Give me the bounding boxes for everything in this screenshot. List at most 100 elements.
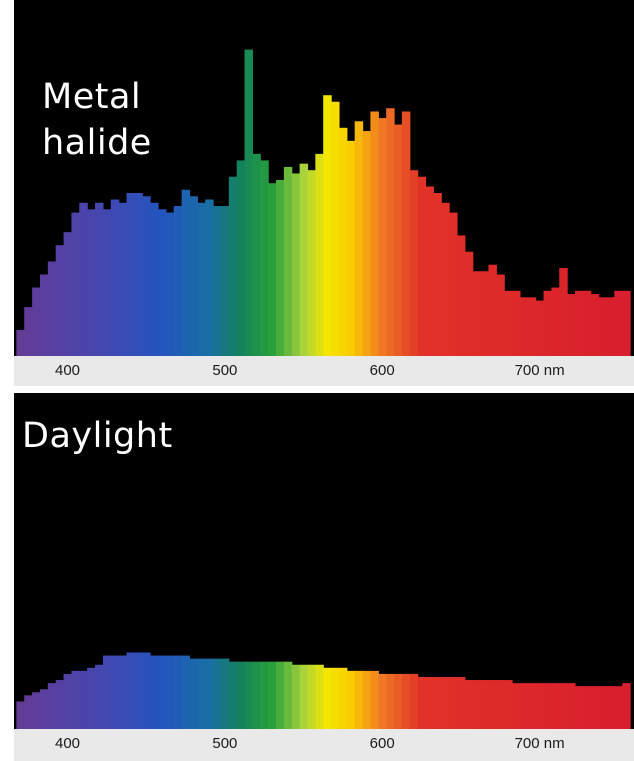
spectrum-bar <box>55 245 65 356</box>
spectrum-bar <box>441 202 450 356</box>
spectrum-bar <box>512 290 521 356</box>
x-tick-label: 500 <box>212 735 238 752</box>
spectrum-bar <box>268 661 277 729</box>
spectrum-bar <box>346 670 356 729</box>
x-tick-label: 400 <box>54 362 81 379</box>
spectrum-bar <box>197 658 206 729</box>
spectrum-bar <box>386 673 395 729</box>
spectrum-bar <box>220 206 230 356</box>
spectrum-bar <box>401 673 411 729</box>
spectrum-bar <box>559 683 568 729</box>
spectrum-bar <box>338 127 348 356</box>
spectrum-bar <box>331 667 340 729</box>
spectrum-bar <box>134 193 143 356</box>
spectrum-bar <box>606 297 615 356</box>
spectrum-bar <box>276 661 285 729</box>
spectrum-bar <box>567 683 576 729</box>
spectrum-bar <box>567 294 576 356</box>
metal-halide-x-axis: 400 500 600 700 nm <box>14 356 634 386</box>
spectrum-bar <box>606 686 615 729</box>
spectrum-bar <box>126 652 135 729</box>
spectrum-bar <box>480 271 490 356</box>
spectrum-bar <box>173 655 183 729</box>
spectrum-bar <box>622 290 631 356</box>
spectrum-bar <box>559 267 568 356</box>
spectrum-bar <box>472 680 482 729</box>
spectrum-bar <box>142 196 151 356</box>
spectrum-bar <box>543 290 552 356</box>
spectrum-bar <box>181 189 191 356</box>
spectrum-bar <box>252 661 261 729</box>
spectrum-bar <box>527 683 537 729</box>
spectrum-bar <box>39 689 49 729</box>
daylight-spectrum-chart <box>16 652 631 729</box>
spectrum-bar <box>496 274 505 356</box>
spectrum-bar <box>283 166 293 356</box>
spectrum-bar <box>354 670 364 729</box>
spectrum-bar <box>118 202 128 356</box>
spectrum-bar <box>331 101 340 356</box>
spectrum-bar <box>449 212 458 356</box>
spectrum-bar <box>394 673 403 729</box>
spectrum-bar <box>614 290 623 356</box>
spectrum-bar <box>543 683 552 729</box>
spectrum-bar <box>338 667 348 729</box>
spectrum-bar <box>213 658 222 729</box>
spectrum-bar <box>165 212 175 356</box>
spectrum-bar <box>354 121 364 356</box>
spectrum-bar <box>598 686 608 729</box>
spectrum-bar <box>480 680 490 729</box>
spectrum-bar <box>71 212 80 356</box>
x-tick-label: 400 <box>54 735 81 752</box>
spectrum-bar <box>362 670 372 729</box>
spectrum-bar <box>189 196 198 356</box>
spectrum-bar <box>213 206 222 356</box>
spectrum-bar <box>535 300 545 356</box>
spectrum-bar <box>598 297 608 356</box>
spectrum-bar <box>496 680 505 729</box>
spectrum-bar <box>519 297 529 356</box>
spectrum-bar <box>315 153 324 356</box>
spectrum-bar <box>291 664 301 729</box>
spectrum-bar <box>95 202 104 356</box>
spectrum-bar <box>456 235 466 356</box>
metal-halide-title: Metal halide <box>42 77 152 163</box>
spectrum-bar <box>362 131 372 356</box>
spectrum-bar <box>110 655 120 729</box>
spectrum-bar <box>323 667 332 729</box>
spectrum-bar <box>378 673 387 729</box>
spectrum-bar <box>291 173 301 356</box>
spectrum-bar <box>87 209 96 356</box>
spectrum-bar <box>16 701 25 729</box>
metal-halide-spectrum-panel: Metal halide 400 500 600 700 nm <box>14 0 634 386</box>
spectrum-bar <box>260 160 269 356</box>
spectrum-bar <box>590 294 600 356</box>
spectrum-bar <box>378 118 387 356</box>
spectrum-bar <box>449 676 458 729</box>
spectrum-bar <box>401 111 411 356</box>
spectrum-bar <box>441 676 450 729</box>
x-tick-label: 700 nm <box>514 362 565 379</box>
spectrum-bar <box>307 170 316 356</box>
spectrum-bar <box>150 655 159 729</box>
spectrum-bar <box>95 664 104 729</box>
spectrum-bar <box>464 680 474 729</box>
spectrum-bar <box>63 232 73 356</box>
spectrum-bar <box>228 176 238 356</box>
spectrum-bar <box>307 664 316 729</box>
spectrum-bar <box>346 140 356 356</box>
spectrum-bar <box>197 202 206 356</box>
spectrum-bar <box>63 673 73 729</box>
x-tick-label: 600 <box>369 362 395 379</box>
spectrum-bar <box>260 661 269 729</box>
spectrum-bar <box>39 274 49 356</box>
x-tick-label: 700 nm <box>514 735 565 752</box>
spectrum-bar <box>32 287 41 356</box>
spectrum-bar <box>134 652 143 729</box>
spectrum-bar <box>205 658 214 729</box>
x-tick-label: 500 <box>212 362 238 379</box>
spectrum-bar <box>244 49 253 356</box>
spectrum-bar <box>472 271 482 356</box>
spectrum-bar <box>126 193 135 356</box>
spectrum-bar <box>110 199 120 356</box>
